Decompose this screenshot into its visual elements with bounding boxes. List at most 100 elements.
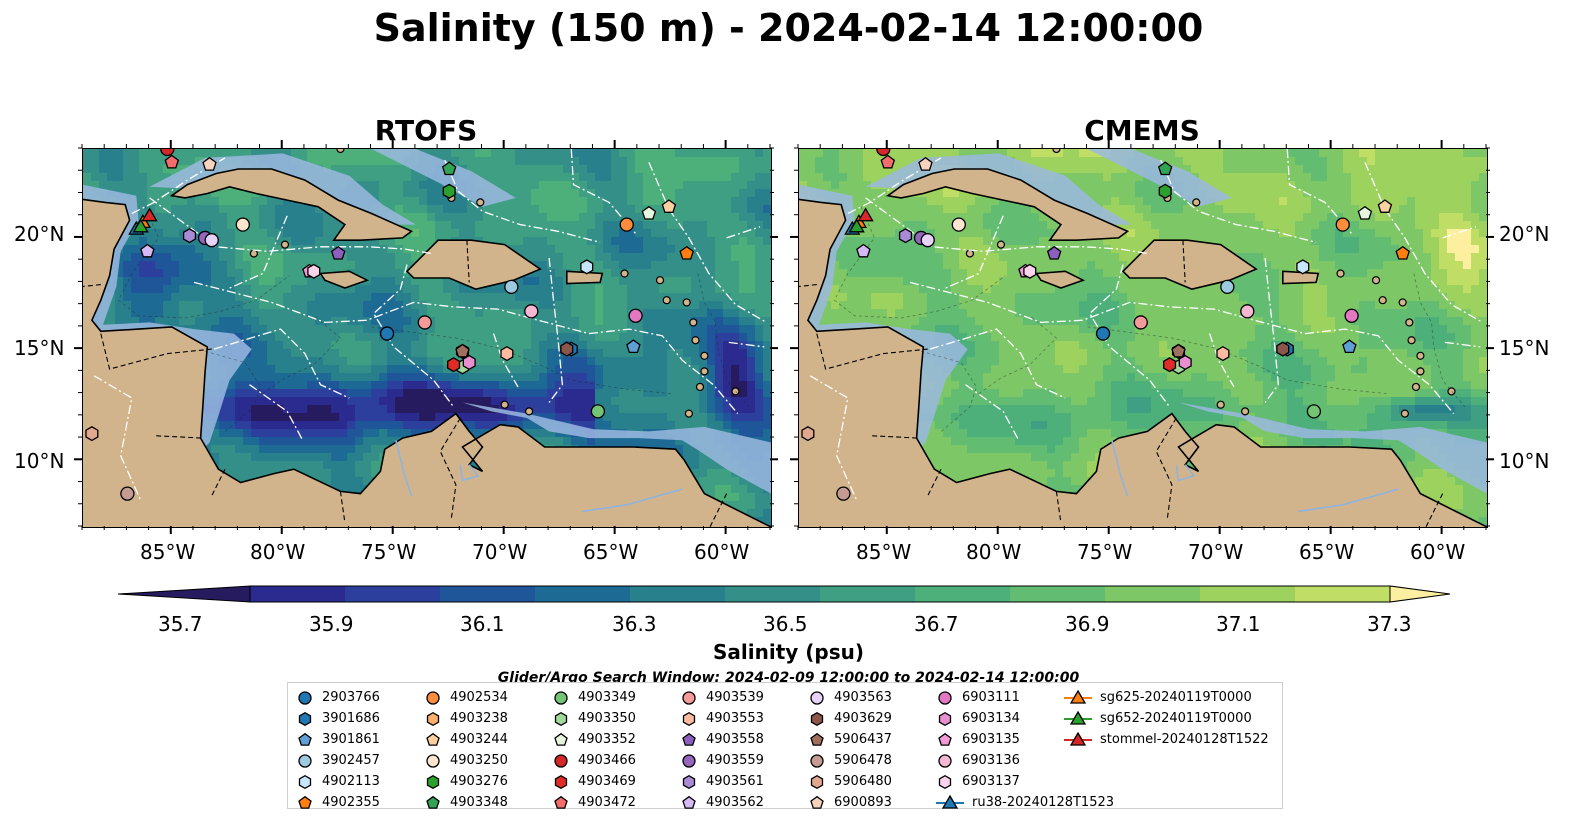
river <box>1111 440 1129 497</box>
legend-item: ru38-20240128T1523 <box>936 792 1114 813</box>
country-border <box>339 491 346 523</box>
eez-boundary <box>809 375 858 501</box>
hexagon-marker-icon <box>298 774 312 789</box>
legend-column: 2903766 3901686 3901861 3902457 4902113 49023… <box>296 687 380 813</box>
float-marker-4903629 <box>1276 341 1290 357</box>
eez-boundary <box>865 197 1148 255</box>
colorbar-tick-label: 37.3 <box>1367 612 1412 636</box>
float-marker-4903349 <box>1306 404 1322 419</box>
legend-marker <box>426 795 440 809</box>
map-panel-cmems <box>798 148 1488 528</box>
lon-tick-label: 85°W <box>140 540 196 564</box>
eez-boundary <box>193 281 590 335</box>
hexagon-marker-icon <box>426 711 440 726</box>
country-border <box>1425 493 1444 527</box>
float-marker-4903276 <box>442 183 456 199</box>
country-border <box>211 468 226 497</box>
shelf-area <box>462 402 771 494</box>
island <box>1400 409 1409 418</box>
eez-boundary <box>1160 159 1317 244</box>
legend-marker <box>554 711 568 726</box>
eez-boundary <box>1364 162 1483 323</box>
float-marker-2903766 <box>1095 326 1111 341</box>
legend-item: 4903466 <box>552 750 636 771</box>
float-marker-3901861 <box>626 339 641 354</box>
legend-column: 6903111 6903134 6903135 6903136 6903137 ru38-… <box>936 687 1114 813</box>
triangle-marker-icon <box>1064 710 1092 725</box>
lon-tick-label: 70°W <box>472 540 528 564</box>
island <box>662 296 671 305</box>
float-marker-4903352 <box>1357 205 1373 220</box>
legend-marker <box>682 711 696 726</box>
float-marker-4903469 <box>1163 357 1177 373</box>
pentagon-marker-icon <box>810 732 824 746</box>
legend-item: 6903136 <box>936 750 1114 771</box>
float-marker-5906480 <box>801 426 815 442</box>
legend-label: 3902457 <box>322 753 380 768</box>
island <box>1411 382 1421 392</box>
eez-boundary <box>149 197 432 255</box>
lat-tick-label-left: 15°N <box>14 336 65 360</box>
float-marker-5906478 <box>836 486 851 501</box>
country-border <box>1182 240 1186 283</box>
legend-label: 5906478 <box>834 753 892 768</box>
eez-boundary <box>93 375 142 501</box>
pentagon-marker-icon <box>554 795 568 809</box>
legend-item: 5906480 <box>808 771 892 792</box>
float-marker-4903563 <box>920 233 935 248</box>
float-marker-4903469 <box>447 357 461 373</box>
pentagon-marker-icon <box>298 795 312 809</box>
hexagon-marker-icon <box>938 711 952 726</box>
hexagon-marker-icon <box>810 711 824 726</box>
bathymetry-contour <box>262 315 341 394</box>
legend-column: 4902534 4903238 4903244 4903250 4903276 49033… <box>424 687 508 813</box>
pentagon-marker-icon <box>426 795 440 809</box>
legend-label: 4903563 <box>834 690 892 705</box>
legend-label: 4903250 <box>450 753 508 768</box>
legend-label: ru38-20240128T1523 <box>972 795 1115 810</box>
legend-marker <box>298 795 312 809</box>
colorbar-segment <box>1200 586 1296 602</box>
circle-marker-icon <box>682 690 696 705</box>
land-puertorico <box>565 270 604 285</box>
legend-item: 4903472 <box>552 792 636 813</box>
float-marker-4902355 <box>1395 245 1410 260</box>
float-marker-4903562 <box>856 243 871 258</box>
colorbar-segment <box>630 586 726 602</box>
legend-marker <box>426 753 440 768</box>
legend-marker <box>682 690 696 705</box>
eez-boundary <box>648 162 767 323</box>
legend-item: 2903766 <box>296 687 380 708</box>
legend-marker <box>554 732 568 746</box>
legend-label: 4902113 <box>322 774 380 789</box>
island <box>700 351 709 360</box>
map-layers <box>83 149 771 527</box>
legend-item: 4903553 <box>680 708 764 729</box>
colorbar <box>117 585 1451 603</box>
island <box>1216 400 1225 409</box>
pentagon-marker-icon <box>810 795 824 809</box>
colorbar-segment <box>1295 586 1391 602</box>
eez-boundary <box>1442 226 1477 239</box>
lon-tick-label: 75°W <box>1077 540 1133 564</box>
float-marker-5906478 <box>120 486 135 501</box>
lon-tick-label: 65°W <box>1299 540 1355 564</box>
island <box>695 382 705 392</box>
float-marker-4903562 <box>140 243 155 258</box>
float-marker-2903766 <box>379 326 395 341</box>
island <box>691 336 700 345</box>
legend-marker <box>810 774 824 789</box>
legend-marker <box>938 732 952 746</box>
legend-item: 5906437 <box>808 729 892 750</box>
legend-marker <box>298 711 312 726</box>
legend-label: 4903466 <box>578 753 636 768</box>
lon-tick-label: 80°W <box>966 540 1022 564</box>
float-marker-4903539 <box>417 315 432 330</box>
lat-tick-label-left: 20°N <box>14 222 65 246</box>
glider-marker-sg652-20240119T0000 <box>132 218 149 233</box>
legend-label: 5906480 <box>834 774 892 789</box>
eez-boundary <box>1304 328 1455 415</box>
island <box>1192 198 1201 207</box>
land-cuba <box>885 168 1130 241</box>
lat-tick-label-right: 15°N <box>1499 336 1550 360</box>
